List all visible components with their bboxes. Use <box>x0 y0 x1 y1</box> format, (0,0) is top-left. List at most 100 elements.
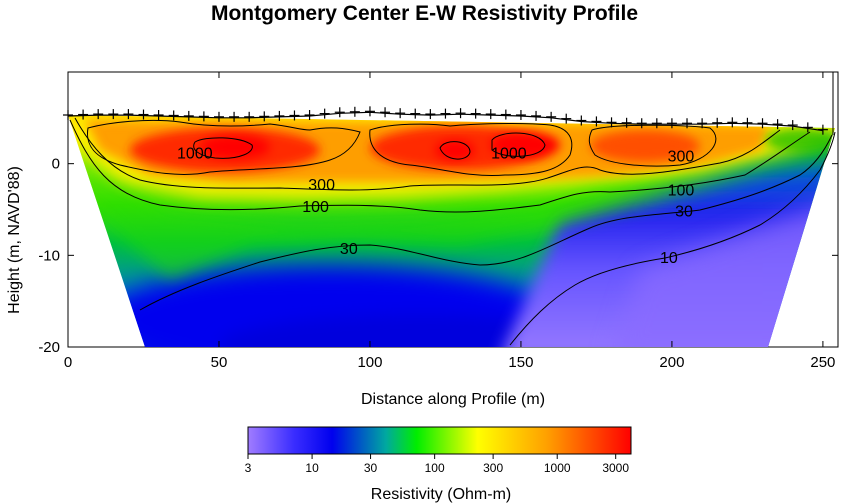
survey-marker <box>138 109 149 120</box>
contour-label-10: 10 <box>660 250 678 267</box>
contour-lines <box>69 117 836 346</box>
survey-marker <box>349 106 360 117</box>
survey-marker <box>229 111 240 122</box>
contour-100 <box>69 119 811 213</box>
colorbar-ticks: 3 10 30 100 300 1000 3000 <box>245 454 629 475</box>
survey-marker <box>395 108 406 119</box>
survey-marker <box>410 108 421 119</box>
topography <box>63 106 828 135</box>
colorbar-tick-label: 30 <box>364 461 378 475</box>
colorbar-title: Resistivity (Ohm-m) <box>371 486 511 503</box>
x-axis-title: Distance along Profile (m) <box>361 391 545 408</box>
survey-markers <box>63 106 828 135</box>
contour-1000-right <box>588 124 717 167</box>
contour-label-text: 30 <box>675 203 693 220</box>
contour-label-100: 100 <box>302 199 329 216</box>
contour-label-text: 100 <box>302 199 329 216</box>
survey-marker <box>606 117 617 128</box>
survey-marker <box>108 109 119 120</box>
survey-marker <box>78 109 89 120</box>
survey-marker <box>319 108 330 119</box>
x-axis: 0 50 100 150 200 250 <box>64 72 835 371</box>
y-axis-title: Height (m, NAVD'88) <box>6 166 23 314</box>
survey-marker <box>470 108 481 119</box>
survey-marker <box>742 117 753 128</box>
y-tick-label: 0 <box>52 156 60 173</box>
contour-1000-left-inner <box>193 137 253 159</box>
survey-marker <box>636 118 647 129</box>
contour-label-text: 100 <box>668 182 695 199</box>
survey-marker <box>621 117 632 128</box>
contour-300 <box>74 117 781 191</box>
survey-marker <box>682 118 693 129</box>
contour-1000-center <box>369 122 573 177</box>
survey-marker <box>787 120 798 131</box>
survey-marker <box>515 110 526 120</box>
contour-label-300: 300 <box>308 177 335 194</box>
contour-1000-center-inner2 <box>491 132 546 157</box>
survey-marker <box>712 117 723 128</box>
survey-marker <box>364 106 375 117</box>
survey-marker <box>485 109 496 120</box>
contour-1000-center-inner <box>439 141 471 160</box>
contour-label-30: 30 <box>675 203 693 220</box>
y-tick-label: -20 <box>38 339 60 356</box>
survey-marker <box>334 107 345 118</box>
survey-marker <box>817 124 828 135</box>
chart-title: Montgomery Center E-W Resistivity Profil… <box>210 2 639 25</box>
contour-label-text: 300 <box>308 177 335 194</box>
x-tick-label: 150 <box>508 354 533 371</box>
survey-marker <box>93 109 104 120</box>
colorbar-tick-label: 3 <box>245 461 252 475</box>
survey-marker <box>183 110 194 121</box>
contour-label-text: 1000 <box>177 146 213 163</box>
contour-1000-left <box>86 119 361 175</box>
survey-marker <box>802 122 813 133</box>
survey-marker <box>500 109 511 120</box>
survey-marker <box>198 111 209 122</box>
contour-label-100: 100 <box>668 182 695 199</box>
survey-marker <box>576 115 587 126</box>
survey-marker <box>274 110 285 121</box>
colorbar: 3 10 30 100 300 1000 3000 Resistivity (Ohm-m) <box>245 426 632 503</box>
contour-label-text: 10 <box>660 250 678 267</box>
survey-marker <box>727 117 738 128</box>
contour-label-text: 1000 <box>491 146 527 163</box>
colorbar-gradient <box>247 426 632 455</box>
contour-label-text: 30 <box>340 241 358 258</box>
survey-marker <box>63 110 73 120</box>
survey-marker <box>244 111 255 122</box>
colorbar-tick-label: 300 <box>483 461 503 475</box>
contour-10 <box>509 131 836 346</box>
x-tick-label: 200 <box>659 354 684 371</box>
survey-marker <box>531 110 542 121</box>
contour-labels: 1000 1000 300 300 100 100 30 30 10 <box>177 146 694 267</box>
x-tick-label: 0 <box>64 354 72 371</box>
survey-marker <box>591 116 602 127</box>
survey-marker <box>772 119 783 130</box>
contour-label-300: 300 <box>668 148 695 165</box>
survey-marker <box>697 118 708 129</box>
x-tick-label: 100 <box>357 354 382 371</box>
y-axis: 0 -10 -20 <box>38 156 838 356</box>
colorbar-tick-label: 10 <box>305 461 319 475</box>
survey-marker <box>455 108 466 119</box>
survey-marker <box>425 109 436 120</box>
contour-label-1000: 1000 <box>491 146 527 163</box>
colorbar-tick-label: 3000 <box>602 461 629 475</box>
survey-marker <box>666 118 677 129</box>
survey-marker <box>546 111 557 122</box>
colorbar-tick-label: 1000 <box>544 461 571 475</box>
survey-marker <box>380 107 391 118</box>
survey-marker <box>651 118 662 129</box>
survey-marker <box>289 110 300 121</box>
y-tick-label: -10 <box>38 247 60 264</box>
survey-marker <box>304 110 315 120</box>
contour-30 <box>139 134 833 311</box>
survey-marker <box>213 111 224 122</box>
survey-marker <box>259 111 270 122</box>
survey-marker <box>153 110 164 120</box>
survey-marker <box>123 109 134 120</box>
survey-marker <box>561 113 572 124</box>
